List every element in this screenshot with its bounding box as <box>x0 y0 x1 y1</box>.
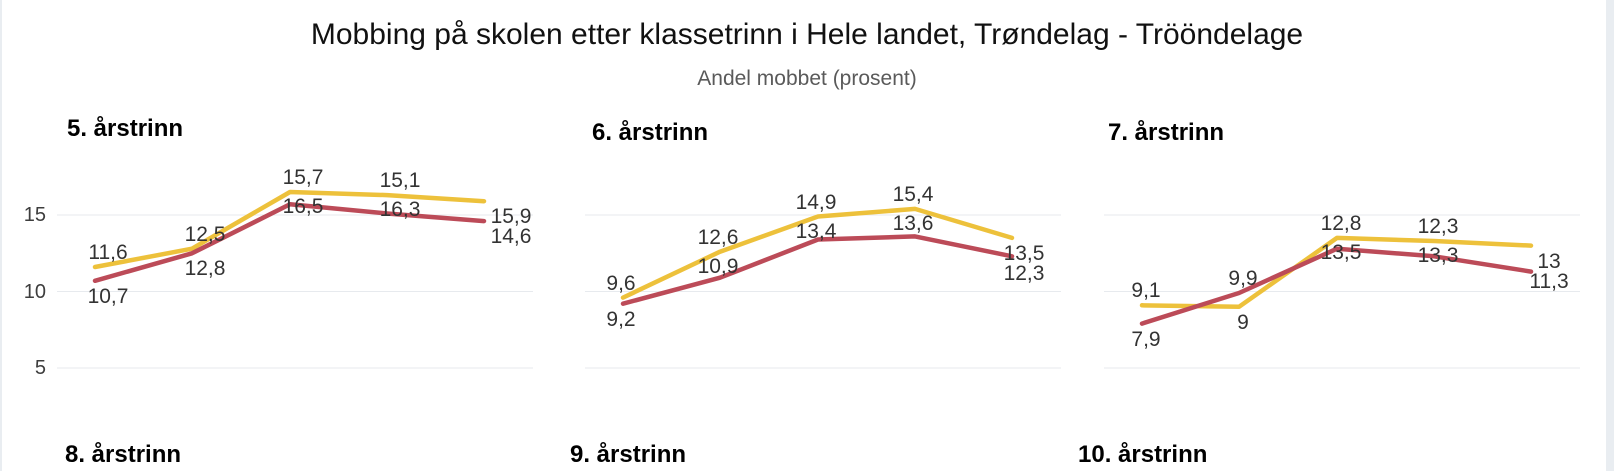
data-label: 14,6 <box>490 225 532 248</box>
series-line-yellow <box>92 189 487 270</box>
data-label: 13,3 <box>1417 244 1459 267</box>
data-label: 9,1 <box>1131 279 1161 302</box>
data-label: 13 <box>1537 250 1561 273</box>
y-axis-tick-label: 5 <box>34 357 46 379</box>
page-right-edge <box>1606 0 1614 471</box>
data-label: 12,8 <box>184 257 226 280</box>
data-label: 13,5 <box>1003 242 1045 265</box>
data-label: 9,6 <box>606 272 636 295</box>
data-label: 13,4 <box>795 220 837 243</box>
data-label: 13,5 <box>1320 241 1362 264</box>
data-label: 11,6 <box>88 241 128 264</box>
series-line-yellow <box>1139 235 1534 310</box>
page-left-edge <box>0 0 2 471</box>
data-label: 12,3 <box>1003 262 1045 285</box>
panel-title: 8. årstrinn <box>65 441 182 468</box>
chart-title: Mobbing på skolen etter klassetrinn i He… <box>310 18 1304 51</box>
data-label: 15,9 <box>490 205 532 228</box>
panel-title: 5. årstrinn <box>67 115 184 142</box>
chart-subtitle: Andel mobbet (prosent) <box>697 67 917 90</box>
data-label: 10,9 <box>697 255 739 278</box>
data-label: 9,9 <box>1228 267 1258 290</box>
panel-title: 7. årstrinn <box>1108 119 1225 146</box>
data-label: 12,5 <box>184 223 226 246</box>
y-axis-tick-label: 15 <box>23 204 46 226</box>
data-label: 16,5 <box>282 195 324 218</box>
data-label: 15,4 <box>892 183 934 206</box>
series-line-red <box>92 202 487 284</box>
panel-title: 10. årstrinn <box>1078 441 1208 468</box>
data-label: 11,3 <box>1529 270 1569 293</box>
data-label: 7,9 <box>1131 328 1161 351</box>
data-label: 12,3 <box>1417 215 1459 238</box>
data-label: 12,8 <box>1320 212 1362 235</box>
data-label: 13,6 <box>892 212 934 235</box>
data-label: 14,9 <box>795 191 837 214</box>
series-line-red <box>620 234 1015 306</box>
data-label: 9,2 <box>606 308 636 331</box>
data-label: 15,7 <box>282 166 324 189</box>
panel-title: 9. årstrinn <box>570 441 687 468</box>
panel-title: 6. årstrinn <box>592 119 709 146</box>
data-label: 10,7 <box>87 285 129 308</box>
data-label: 15,1 <box>379 169 421 192</box>
series-line-red <box>1139 246 1534 326</box>
data-label: 9 <box>1237 311 1249 334</box>
series-line-yellow <box>620 206 1015 300</box>
data-label: 16,3 <box>379 198 421 221</box>
data-label: 12,6 <box>697 226 739 249</box>
y-axis-tick-label: 10 <box>23 281 46 303</box>
